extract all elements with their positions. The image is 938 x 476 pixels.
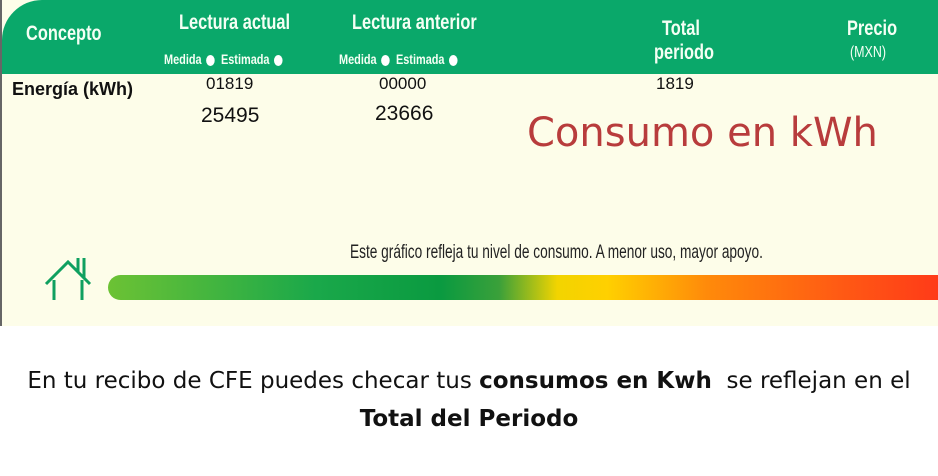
radio-medida <box>206 54 215 66</box>
anterior-medida: Medida Estimada <box>339 51 458 67</box>
label: Estimada <box>220 51 270 67</box>
actual-medida: Medida Estimada <box>164 51 283 67</box>
radio-estimada <box>274 54 283 66</box>
col-moneda: (MXN) <box>850 44 887 61</box>
radio-medida <box>381 54 390 66</box>
radio-estimada <box>449 54 458 66</box>
total-value: 1819 <box>656 74 694 93</box>
col-periodo: periodo <box>654 41 715 64</box>
col-precio: Precio <box>847 17 898 40</box>
consumption-gauge-bar <box>108 275 938 300</box>
anterior-1: 00000 <box>379 74 427 93</box>
row-label: Energía (kWh) <box>12 79 134 99</box>
actual-2: 25495 <box>201 104 260 127</box>
actual-1: 01819 <box>206 74 254 93</box>
gauge-text: Este gráfico refleja tu nivel de consumo… <box>350 242 763 263</box>
caption-text: En tu recibo de CFE puedes checar tus <box>27 368 480 394</box>
table-header: Concepto Lectura actual Medida Estimada … <box>2 0 938 74</box>
caption-bold: Total del Periodo <box>359 406 579 432</box>
anterior-2: 23666 <box>375 102 434 125</box>
caption-text: se reflejan en el <box>711 368 918 394</box>
col-lectura-actual: Lectura actual <box>179 11 291 34</box>
label: Estimada <box>395 51 445 67</box>
receipt-panel: Concepto Lectura actual Medida Estimada … <box>0 0 938 326</box>
col-total: Total <box>662 17 700 40</box>
house-icon <box>44 258 92 300</box>
col-concepto: Concepto <box>26 22 102 45</box>
label: Medida <box>339 51 377 67</box>
caption: En tu recibo de CFE puedes checar tus co… <box>0 362 938 438</box>
caption-bold: consumos en Kwh <box>479 368 712 394</box>
col-lectura-anterior: Lectura anterior <box>352 11 477 34</box>
overlay-title: Consumo en kWh <box>527 110 878 156</box>
label: Medida <box>164 51 202 67</box>
